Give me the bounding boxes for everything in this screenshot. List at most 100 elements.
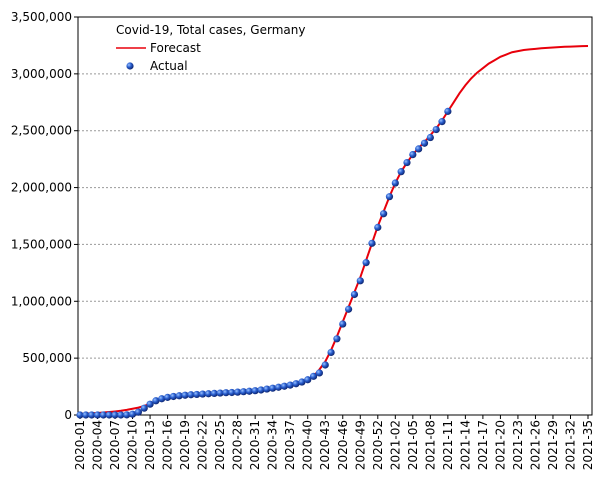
x-tick-label: 2020-07 <box>108 420 122 470</box>
actual-point <box>228 388 236 397</box>
x-tick-label: 2020-01 <box>73 420 87 470</box>
x-tick-label: 2021-32 <box>563 420 577 470</box>
actual-point <box>426 133 434 142</box>
actual-point <box>327 348 335 357</box>
actual-point <box>99 411 107 419</box>
actual-point <box>350 290 359 299</box>
actual-point <box>82 411 90 419</box>
actual-point <box>415 145 423 153</box>
x-tick-label: 2021-11 <box>441 420 455 470</box>
actual-point <box>368 239 376 247</box>
legend-label: Forecast <box>150 41 201 55</box>
x-tick-label: 2020-25 <box>213 420 227 470</box>
y-tick-label: 500,000 <box>22 351 72 365</box>
actual-point <box>380 210 388 218</box>
x-tick-label: 2020-40 <box>301 420 315 470</box>
actual-point <box>391 179 399 187</box>
actual-point <box>274 383 283 391</box>
x-tick-label: 2020-52 <box>371 420 385 470</box>
actual-point <box>344 305 353 313</box>
x-tick-label: 2020-13 <box>143 420 157 470</box>
actual-point <box>175 392 183 400</box>
actual-point <box>409 150 417 159</box>
y-tick-label: 2,000,000 <box>11 181 72 195</box>
actual-point <box>187 391 195 399</box>
actual-point <box>304 376 312 384</box>
y-tick-label: 1,000,000 <box>11 294 72 308</box>
x-tick-label: 2021-02 <box>388 420 402 470</box>
x-tick-label: 2020-46 <box>336 420 350 470</box>
actual-point <box>362 259 370 267</box>
y-tick-label: 3,500,000 <box>11 10 72 24</box>
x-tick-label: 2020-19 <box>178 420 192 470</box>
actual-point <box>169 392 178 401</box>
x-tick-label: 2021-35 <box>581 420 595 470</box>
y-tick-label: 1,500,000 <box>11 237 72 251</box>
actual-point <box>105 411 113 419</box>
actual-point <box>315 369 324 377</box>
actual-point <box>199 390 207 398</box>
actual-point <box>339 320 347 328</box>
forecast-line <box>79 44 589 415</box>
actual-point <box>286 381 294 389</box>
actual-point <box>333 335 341 343</box>
x-tick-label: 2020-04 <box>91 420 105 470</box>
actual-point <box>374 223 382 231</box>
actual-point <box>356 277 364 285</box>
x-tick-label: 2021-26 <box>528 420 542 470</box>
x-tick-label: 2021-17 <box>476 420 490 470</box>
legend-swatch <box>126 62 134 70</box>
actual-point <box>140 404 148 412</box>
actual-point <box>385 193 394 201</box>
actual-point <box>158 395 166 403</box>
actual-point <box>88 411 96 419</box>
actual-point <box>204 390 213 398</box>
actual-point <box>280 382 288 390</box>
actual-point <box>444 107 452 115</box>
actual-point <box>269 384 277 392</box>
x-tick-label: 2020-22 <box>196 420 210 470</box>
actual-point <box>222 389 230 397</box>
actual-point <box>298 378 306 386</box>
actual-point <box>397 168 405 176</box>
actual-point <box>123 411 131 419</box>
actual-point <box>128 410 137 418</box>
x-tick-label: 2020-10 <box>126 420 140 470</box>
actual-point <box>234 388 242 396</box>
actual-point <box>93 411 102 419</box>
actual-point <box>432 125 440 134</box>
actual-point <box>210 389 218 397</box>
x-tick-label: 2021-08 <box>423 420 437 470</box>
actual-point <box>257 386 265 394</box>
actual-point <box>245 387 253 395</box>
x-tick-label: 2020-28 <box>231 420 245 470</box>
actual-point <box>163 393 172 401</box>
x-tick-label: 2020-31 <box>248 420 262 470</box>
x-tick-label: 2021-23 <box>511 420 525 470</box>
actual-point <box>438 118 446 126</box>
actual-point <box>239 388 248 396</box>
legend-title: Covid-19, Total cases, Germany <box>116 23 305 37</box>
actual-point <box>152 397 160 405</box>
actual-point <box>321 361 329 369</box>
actual-point <box>263 385 271 393</box>
x-tick-label: 2020-49 <box>353 420 367 470</box>
y-tick-label: 3,000,000 <box>11 67 72 81</box>
actual-point <box>111 411 119 419</box>
actual-point <box>216 389 224 397</box>
x-tick-label: 2020-16 <box>161 420 175 470</box>
actual-point <box>420 139 429 147</box>
x-tick-label: 2021-20 <box>493 420 507 470</box>
actual-point <box>76 411 84 419</box>
x-tick-label: 2021-14 <box>458 420 472 470</box>
actual-point <box>117 411 125 419</box>
x-tick-label: 2021-05 <box>406 420 420 470</box>
actual-point <box>134 408 142 416</box>
actual-point <box>251 387 259 395</box>
y-tick-label: 2,500,000 <box>11 124 72 138</box>
actual-point <box>146 400 154 408</box>
actual-point <box>292 380 300 388</box>
actual-point <box>403 158 411 167</box>
